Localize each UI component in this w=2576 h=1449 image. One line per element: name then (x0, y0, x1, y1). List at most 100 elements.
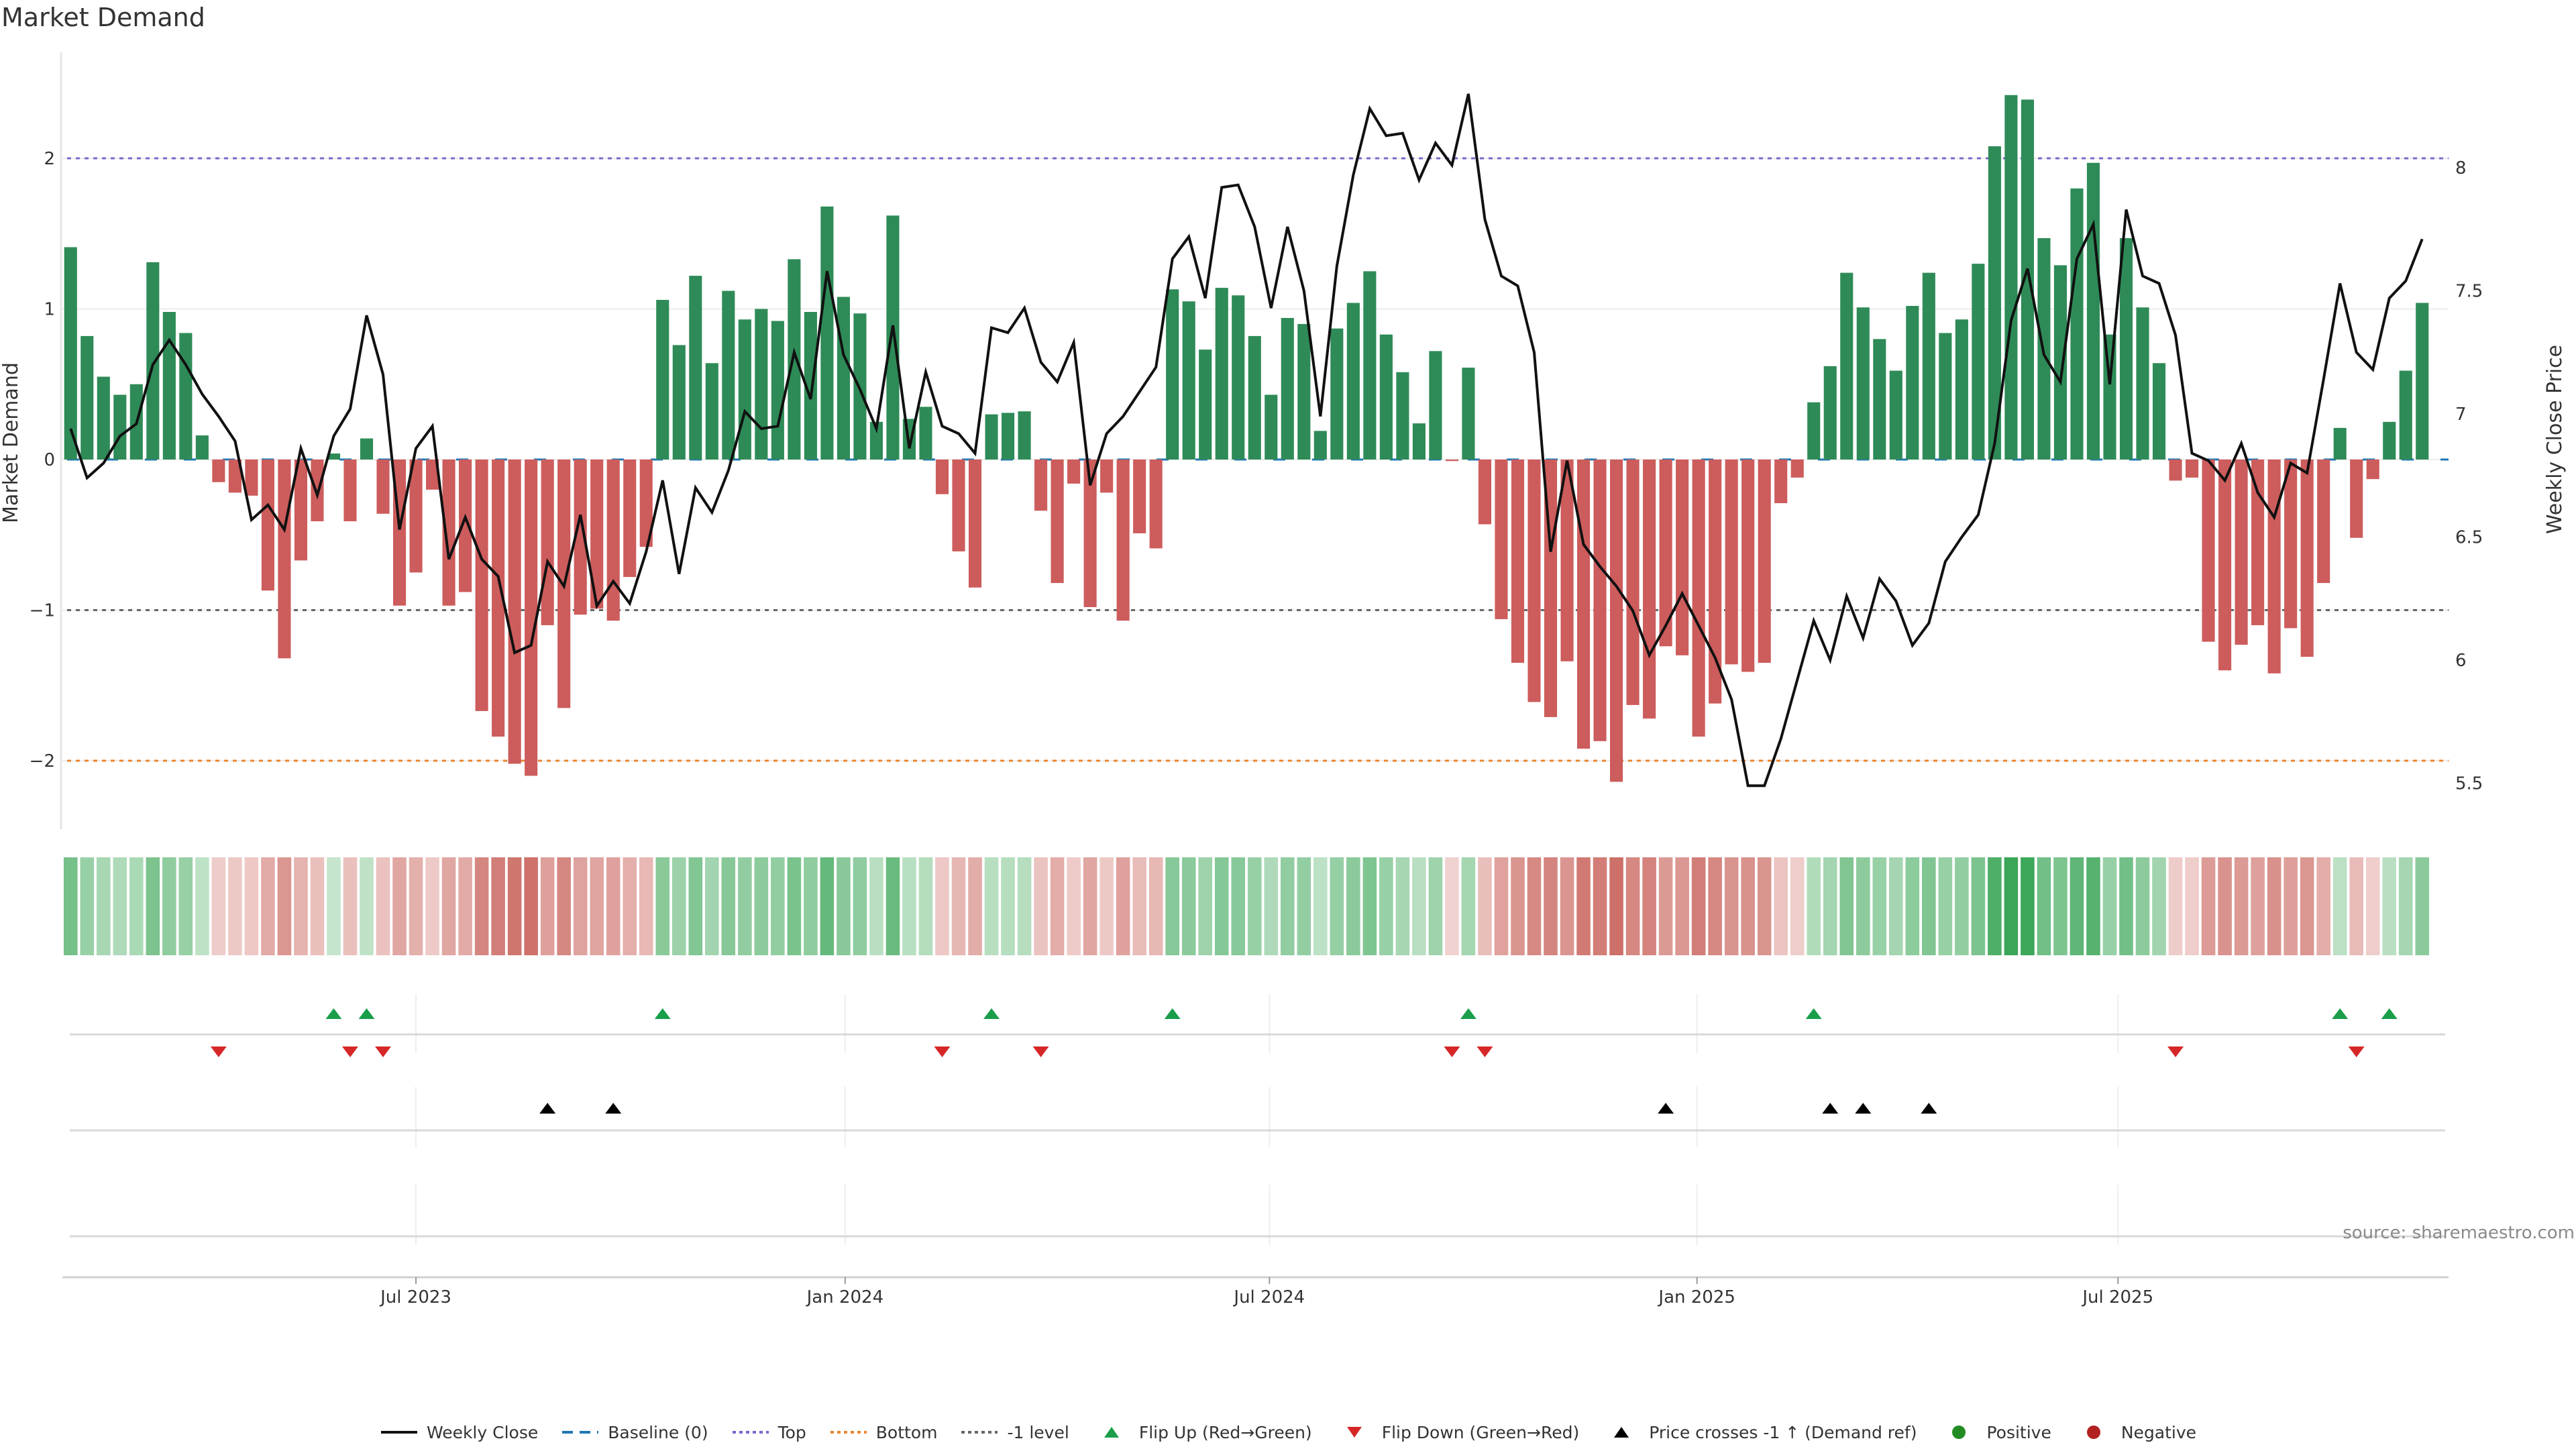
y2-tick-label: 5.5 (2455, 774, 2483, 794)
heat-cell (672, 857, 686, 955)
demand-bar (343, 460, 357, 522)
heat-cell (984, 857, 999, 955)
demand-bar (1741, 460, 1755, 672)
heat-cell (1445, 857, 1459, 955)
demand-bar (97, 376, 110, 460)
heat-cell (1313, 857, 1328, 955)
demand-bar (1149, 460, 1163, 549)
x-tick-label: Jul 2023 (379, 1287, 451, 1307)
demand-bar (1379, 334, 1393, 460)
demand-bar (1939, 333, 1952, 460)
heat-cell (557, 857, 571, 955)
price-cross-marker (1921, 1103, 1937, 1114)
y2-tick-label: 6.5 (2455, 528, 2483, 548)
demand-bar (1313, 431, 1327, 460)
heat-cell (1658, 857, 1673, 955)
heat-cell (162, 857, 176, 955)
flip-down-marker (341, 1046, 358, 1057)
demand-bar (195, 435, 209, 460)
demand-bar (212, 460, 225, 482)
demand-bar (1001, 413, 1015, 460)
demand-bar (1610, 460, 1623, 782)
legend-item: Baseline (0) (561, 1423, 708, 1442)
heat-cell (2284, 857, 2298, 955)
heat-cell (1938, 857, 1953, 955)
y2-tick-label: 6 (2455, 651, 2467, 671)
demand-bar (2152, 363, 2166, 460)
demand-bar (590, 460, 604, 609)
demand-bar (574, 460, 587, 615)
demand-bar (639, 460, 653, 547)
demand-bar (935, 460, 949, 494)
demand-bar (1988, 146, 2001, 460)
demand-bar (278, 460, 291, 659)
heat-cell (63, 857, 78, 955)
heat-cell (655, 857, 670, 955)
demand-bar (2366, 460, 2379, 480)
y2-tick-label: 8 (2455, 158, 2467, 178)
demand-bar (1774, 460, 1788, 504)
heat-cell (1609, 857, 1623, 955)
demand-bar (376, 460, 390, 514)
x-tick-label: Jul 2024 (1232, 1287, 1305, 1307)
heat-cell (1955, 857, 1969, 955)
flip-up-marker (2381, 1008, 2398, 1019)
flip-up-marker (654, 1008, 671, 1019)
demand-bar (1840, 272, 1854, 460)
heat-cell (441, 857, 456, 955)
demand-bar (968, 460, 982, 588)
flip-up-marker (1805, 1008, 1822, 1019)
legend-label: Positive (1986, 1422, 2051, 1442)
heat-cell (1757, 857, 1772, 955)
heat-cell (474, 857, 489, 955)
heat-cell (902, 857, 916, 955)
market-demand-chart: 210−1−287.576.565.5 Jul 2023 Jan 2024 Jul … (0, 52, 2575, 1307)
heat-cell (2152, 857, 2166, 955)
demand-bar (2235, 460, 2248, 645)
demand-bar (1873, 339, 1886, 460)
heat-cell (1889, 857, 1903, 955)
demand-bar (442, 460, 455, 606)
legend-label: Baseline (0) (608, 1422, 708, 1442)
price-cross-marker (1658, 1103, 1674, 1114)
legend-item: Flip Up (Red→Green) (1092, 1423, 1312, 1442)
heat-cell (80, 857, 95, 955)
demand-bar (2383, 421, 2396, 460)
heat-cell (623, 857, 637, 955)
heat-cell (968, 857, 982, 955)
x-tick-label: Jan 2024 (806, 1287, 884, 1307)
demand-bar (1955, 319, 1968, 460)
heat-cell (2119, 857, 2133, 955)
demand-bar (2399, 370, 2412, 460)
x-tick-label: Jul 2025 (2081, 1287, 2153, 1307)
event-rows (70, 994, 2445, 1245)
demand-bar (886, 215, 900, 460)
heat-cell (1856, 857, 1870, 955)
demand-bar (409, 460, 423, 573)
demand-bar (1823, 366, 1837, 460)
demand-bar (1478, 460, 1492, 525)
heat-cell (1001, 857, 1015, 955)
demand-bar (1676, 460, 1689, 655)
demand-heat-strip (63, 857, 2430, 955)
heat-cell (918, 857, 933, 955)
heat-cell (2135, 857, 2150, 955)
demand-bar (1527, 460, 1541, 702)
demand-bar (1166, 289, 1179, 460)
heat-cell (837, 857, 851, 955)
heat-cell (1198, 857, 1213, 955)
demand-bar (1346, 303, 1360, 460)
heat-cell (327, 857, 341, 955)
heat-cell (853, 857, 867, 955)
heat-cell (146, 857, 160, 955)
demand-bar (146, 262, 160, 460)
heat-cell (1034, 857, 1048, 955)
heat-cell (1839, 857, 1854, 955)
demand-bar (1199, 350, 1212, 460)
heat-cell (771, 857, 785, 955)
heat-cell (1625, 857, 1640, 955)
heat-cell (376, 857, 390, 955)
weekly-close-line (69, 93, 2424, 788)
demand-bar (327, 453, 341, 460)
demand-bar (1265, 394, 1278, 460)
